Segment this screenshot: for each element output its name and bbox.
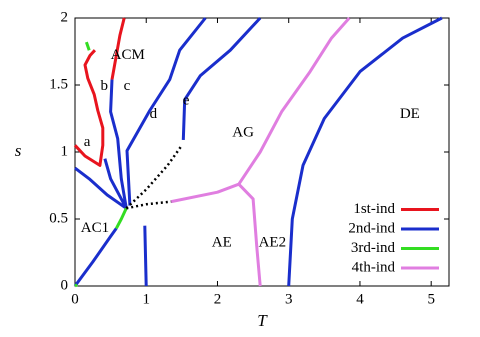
legend-label: 3rd-ind: [351, 240, 396, 256]
y-tick-label: 1: [61, 143, 69, 159]
y-tick-label: 2: [61, 9, 69, 25]
phase-boundary: [73, 16, 443, 287]
region-label: a: [84, 134, 91, 150]
legend-label: 1st-ind: [353, 201, 395, 217]
x-tick-label: 4: [356, 291, 364, 307]
region-label: e: [183, 93, 190, 109]
y-axis-label: s: [15, 141, 22, 160]
x-tick-label: 1: [142, 291, 150, 307]
phase-boundary: [73, 17, 126, 167]
y-tick-label: 0.5: [49, 210, 68, 226]
legend-label: 4th-ind: [352, 259, 396, 275]
x-tick-label: 2: [214, 291, 222, 307]
phase-boundary: [74, 41, 128, 288]
x-tick-label: 0: [71, 291, 79, 307]
x-axis-label: T: [257, 311, 268, 330]
region-label: c: [124, 78, 131, 94]
x-tick-label: 3: [285, 291, 293, 307]
region-label: AC1: [81, 220, 109, 236]
phase-boundary: [125, 144, 183, 210]
y-tick-label: 0: [61, 277, 69, 293]
phase-boundary: [170, 17, 351, 287]
legend-label: 2nd-ind: [348, 220, 395, 236]
region-label: ACM: [111, 47, 145, 63]
region-label: AG: [232, 125, 254, 141]
region-label: AE: [212, 235, 232, 251]
region-label: d: [150, 106, 158, 122]
region-label: b: [100, 78, 108, 94]
x-tick-label: 5: [427, 291, 435, 307]
region-label: AE2: [259, 235, 287, 251]
y-tick-label: 1.5: [49, 76, 68, 92]
region-label: DE: [400, 106, 420, 122]
